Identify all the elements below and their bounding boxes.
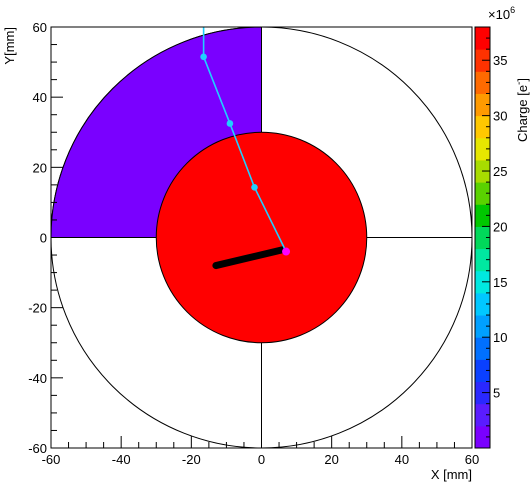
colorbar: 5 10 15 20 25 30 35 ×106 Charge [e-] — [474, 5, 530, 449]
colorbar-title: Charge [e-] — [514, 78, 530, 142]
inner-disk — [155, 131, 368, 344]
colorbar-swatch — [475, 425, 490, 449]
axes: -60 -40 -20 0 20 40 60 -60 -40 -20 0 20 40 60 — [28, 20, 479, 467]
y-axis-title: Y[mm] — [2, 27, 17, 65]
x-axis-title: X [mm] — [431, 467, 472, 482]
track-point — [200, 53, 207, 61]
colorbar-tick-label: 15 — [493, 275, 507, 290]
colorbar-tick-label: 5 — [493, 386, 500, 401]
y-tick-label: -60 — [28, 441, 47, 456]
colorbar-swatch — [475, 71, 490, 94]
colorbar-swatch — [475, 359, 490, 383]
colorbar-swatch — [475, 182, 490, 205]
y-tick-label: 0 — [40, 231, 47, 246]
y-tick-label: 40 — [33, 90, 47, 105]
colorbar-swatch — [475, 204, 490, 227]
track-end-point — [282, 247, 291, 256]
colorbar-swatch — [475, 93, 490, 117]
x-tick-label: 60 — [465, 452, 479, 467]
track-point — [251, 184, 258, 191]
colorbar-swatch — [475, 403, 490, 427]
colorbar-swatch — [475, 248, 490, 272]
colorbar-tick-label: 10 — [493, 330, 507, 345]
colorbar-swatch — [475, 115, 490, 139]
colorbar-tick-label: 30 — [493, 109, 507, 124]
plot-area — [51, 27, 472, 448]
x-tick-label: 40 — [395, 452, 409, 467]
colorbar-tick-label: 35 — [493, 53, 507, 68]
track-point — [226, 120, 234, 127]
colorbar-swatch — [475, 292, 490, 316]
x-tick-label: -40 — [112, 452, 131, 467]
colorbar-exponent: ×106 — [488, 5, 515, 22]
colorbar-swatch — [475, 137, 490, 161]
colorbar-swatch — [475, 315, 490, 338]
colorbar-tick-label: 20 — [493, 219, 507, 234]
x-tick-label: -60 — [42, 452, 61, 467]
x-tick-label: 20 — [324, 452, 338, 467]
y-tick-label: 20 — [33, 160, 47, 175]
colorbar-tick-label: 25 — [493, 164, 507, 179]
colorbar-swatch — [475, 226, 490, 250]
recoil-track — [212, 246, 287, 270]
x-tick-label: -20 — [182, 452, 201, 467]
y-tick-label: -40 — [28, 371, 47, 386]
x-tick-label: 0 — [258, 452, 265, 467]
y-tick-label: 60 — [33, 20, 47, 35]
y-tick-label: -20 — [28, 301, 47, 316]
colorbar-swatch — [475, 27, 490, 50]
colorbar-swatch — [475, 337, 490, 360]
